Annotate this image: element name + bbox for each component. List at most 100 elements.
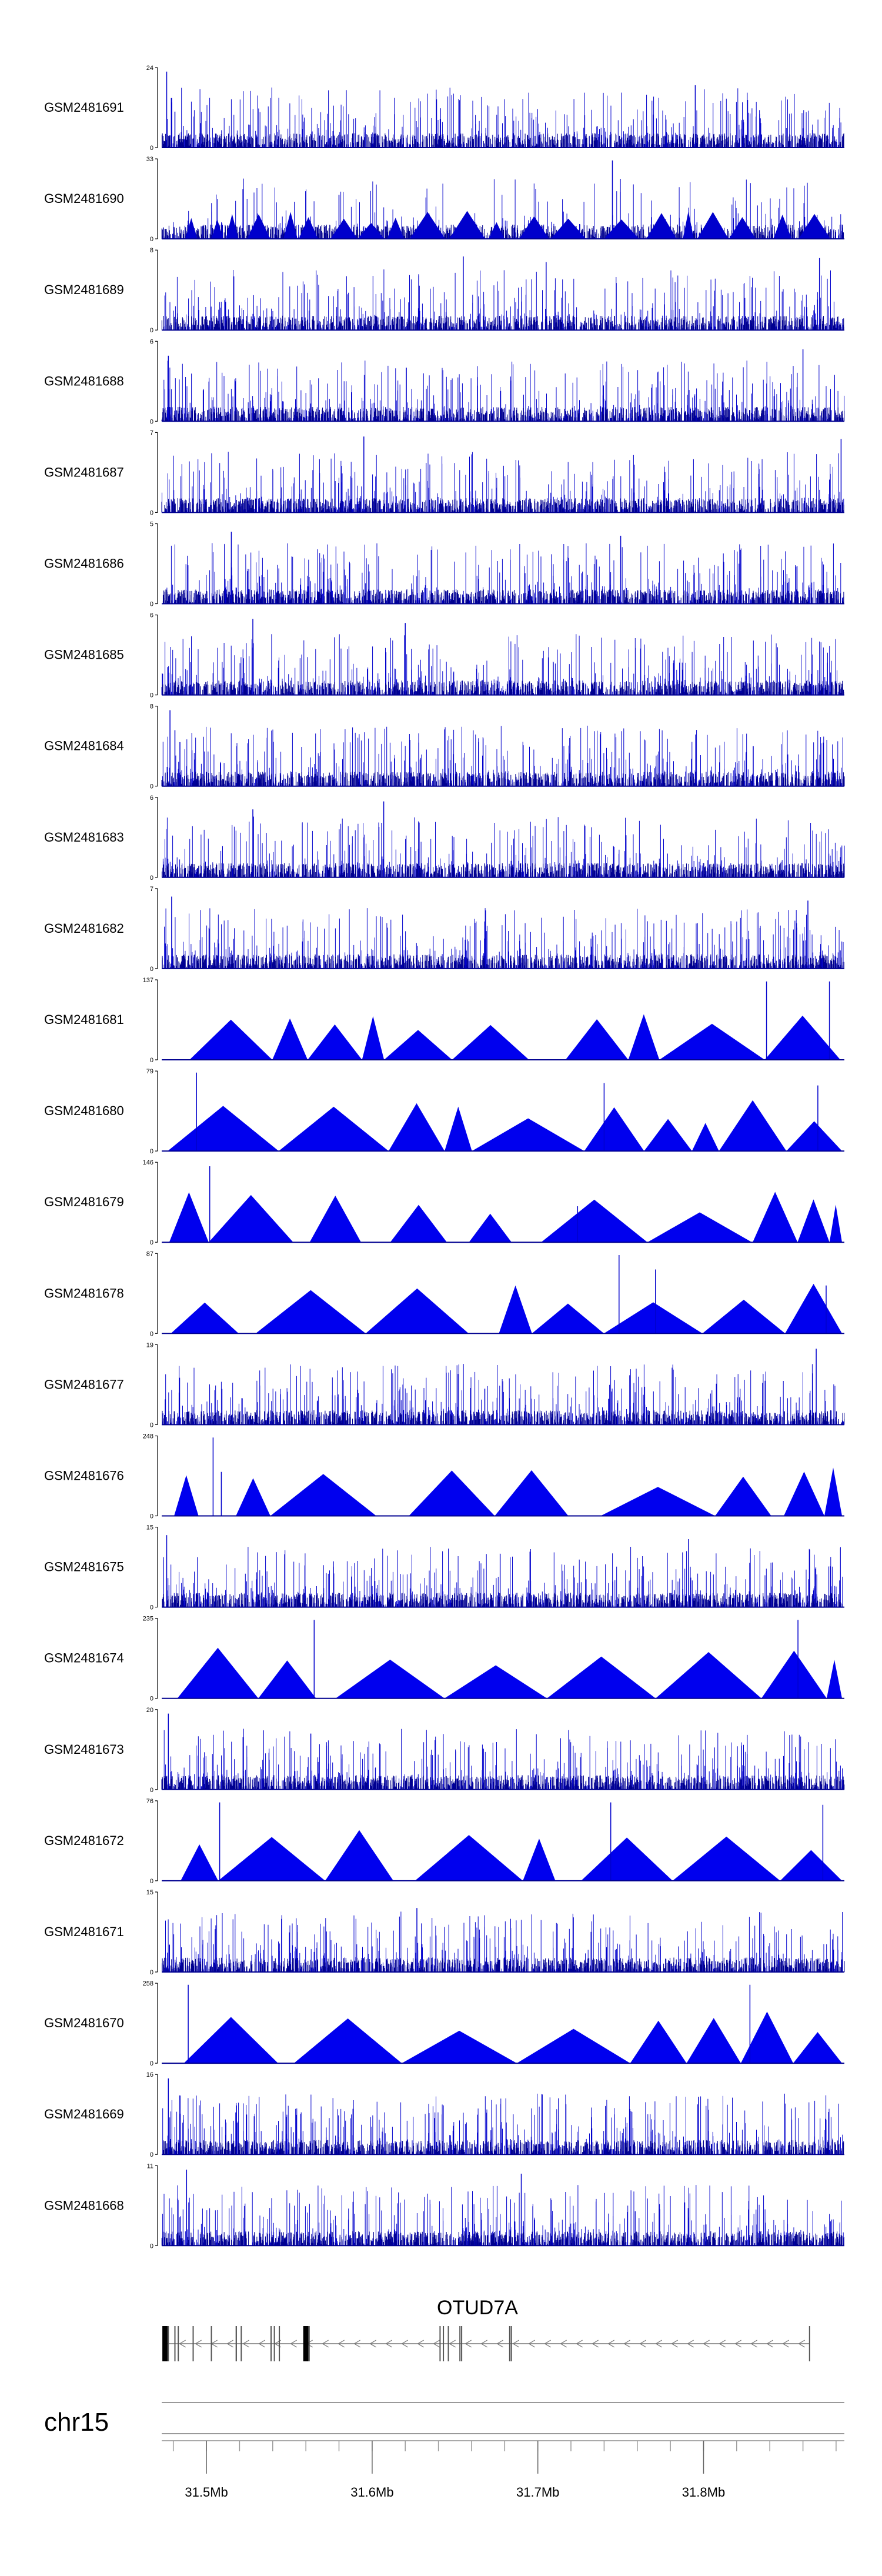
signal-triangle xyxy=(177,1647,259,1699)
y-max-label: 6 xyxy=(150,338,153,345)
signal-triangle xyxy=(218,1837,325,1881)
gene-model xyxy=(162,2326,810,2361)
signal-triangle xyxy=(691,1123,719,1152)
signal-baseline xyxy=(162,954,844,969)
track-label: GSM2481685 xyxy=(44,648,124,662)
exon xyxy=(447,2326,449,2361)
track-GSM2481673: GSM2481673 20 0 xyxy=(44,1707,845,1794)
signal-triangle xyxy=(388,1103,445,1152)
signal-triangle xyxy=(780,1850,842,1881)
signal-triangle xyxy=(584,1107,644,1152)
gene-label: OTUD7A xyxy=(437,2297,518,2319)
y-max-label: 11 xyxy=(147,2163,153,2170)
track-GSM2481672: GSM2481672 76 0 xyxy=(44,1798,844,1885)
track-GSM2481668: GSM2481668 11 0 xyxy=(44,2163,844,2250)
signal-triangle xyxy=(226,213,239,239)
y-min-label: 0 xyxy=(150,1787,153,1794)
track-GSM2481681: GSM2481681 137 0 xyxy=(44,977,844,1064)
exon xyxy=(211,2326,212,2361)
track-GSM2481669: GSM2481669 16 0 xyxy=(44,2071,844,2158)
y-min-label: 0 xyxy=(150,692,153,699)
exon xyxy=(162,2326,168,2361)
strand-arrow xyxy=(798,2340,805,2348)
signal-triangle xyxy=(646,213,677,239)
strand-arrow xyxy=(544,2340,551,2348)
signal-triangle xyxy=(390,1204,447,1243)
strand-arrow xyxy=(417,2340,424,2348)
signal-baseline xyxy=(161,1775,845,1790)
y-max-label: 76 xyxy=(146,1798,153,1805)
track-GSM2481686: GSM2481686 5 0 xyxy=(44,521,844,608)
exon xyxy=(235,2326,237,2361)
y-max-label: 15 xyxy=(146,1524,153,1531)
track-label: GSM2481680 xyxy=(44,1103,124,1118)
signal-triangle xyxy=(183,2017,278,2064)
signal-triangle xyxy=(753,1192,798,1243)
signal-triangle xyxy=(445,1106,472,1152)
y-max-label: 258 xyxy=(143,1980,153,1987)
strand-arrow xyxy=(655,2340,662,2348)
y-max-label: 248 xyxy=(143,1433,153,1440)
signal-triangle xyxy=(550,218,586,239)
track-GSM2481690: GSM2481690 33 0 xyxy=(44,156,844,243)
strand-arrow xyxy=(353,2340,360,2348)
y-max-label: 235 xyxy=(143,1616,153,1623)
y-max-label: 16 xyxy=(146,2071,153,2078)
chromosome-label: chr15 xyxy=(44,2408,109,2437)
signal-triangle xyxy=(565,1019,629,1060)
exon xyxy=(303,2326,309,2361)
track-GSM2481691: GSM2481691 24 0 xyxy=(44,65,844,152)
y-min-label: 0 xyxy=(150,1878,153,1885)
y-max-label: 15 xyxy=(146,1889,153,1896)
signal-triangle xyxy=(785,1283,842,1334)
signal-triangle xyxy=(824,1467,842,1516)
strand-arrow xyxy=(639,2340,646,2348)
signal-baseline xyxy=(161,772,845,786)
signal-triangle xyxy=(628,1014,660,1060)
y-max-label: 7 xyxy=(150,429,153,436)
data-tracks: GSM2481691240GSM2481690330GSM248168980GS… xyxy=(44,65,845,2250)
signal-triangle xyxy=(826,1660,842,1699)
exon xyxy=(509,2326,510,2361)
signal-baseline xyxy=(162,1593,843,1607)
axis-tick-label: 31.5Mb xyxy=(185,2485,228,2500)
track-label: GSM2481689 xyxy=(44,282,124,297)
signal-triangle xyxy=(656,1652,761,1699)
signal-triangle xyxy=(362,1016,385,1060)
signal-triangle xyxy=(604,1302,703,1334)
strand-arrow xyxy=(195,2340,202,2348)
signal-triangle xyxy=(189,1019,273,1060)
y-max-label: 8 xyxy=(150,247,153,254)
y-min-label: 0 xyxy=(150,236,153,243)
exon xyxy=(178,2326,179,2361)
signal-triangle xyxy=(472,1118,584,1152)
track-label: GSM2481688 xyxy=(44,373,124,388)
strand-arrow xyxy=(607,2340,614,2348)
strand-arrow xyxy=(242,2340,249,2348)
track-GSM2481671: GSM2481671 15 0 xyxy=(44,1889,845,1976)
y-min-label: 0 xyxy=(150,1422,153,1429)
strand-arrow xyxy=(480,2340,487,2348)
y-min-label: 0 xyxy=(150,2060,153,2067)
signal-triangle xyxy=(784,1471,824,1516)
signal-triangle xyxy=(309,1196,361,1243)
signal-triangle xyxy=(541,1199,648,1243)
signal-triangle xyxy=(773,214,792,239)
signal-triangle xyxy=(258,1660,316,1699)
gene-track: OTUD7A xyxy=(162,2297,810,2361)
genome-axis: 31.5Mb 31.6Mb 31.7Mb 31.8Mb xyxy=(162,2440,844,2500)
track-label: GSM2481676 xyxy=(44,1469,124,1483)
signal-triangle xyxy=(793,2032,842,2064)
signal-triangle xyxy=(729,217,756,239)
exon xyxy=(279,2326,280,2361)
signal-triangle xyxy=(797,1199,830,1243)
strand-arrow xyxy=(512,2340,519,2348)
exon xyxy=(308,2326,310,2361)
signal-triangle xyxy=(672,1836,780,1881)
y-min-label: 0 xyxy=(150,601,153,608)
signal-triangle xyxy=(299,217,318,239)
signal-triangle xyxy=(308,1024,362,1060)
y-max-label: 19 xyxy=(146,1342,153,1349)
track-GSM2481678: GSM2481678 87 0 xyxy=(44,1250,844,1337)
